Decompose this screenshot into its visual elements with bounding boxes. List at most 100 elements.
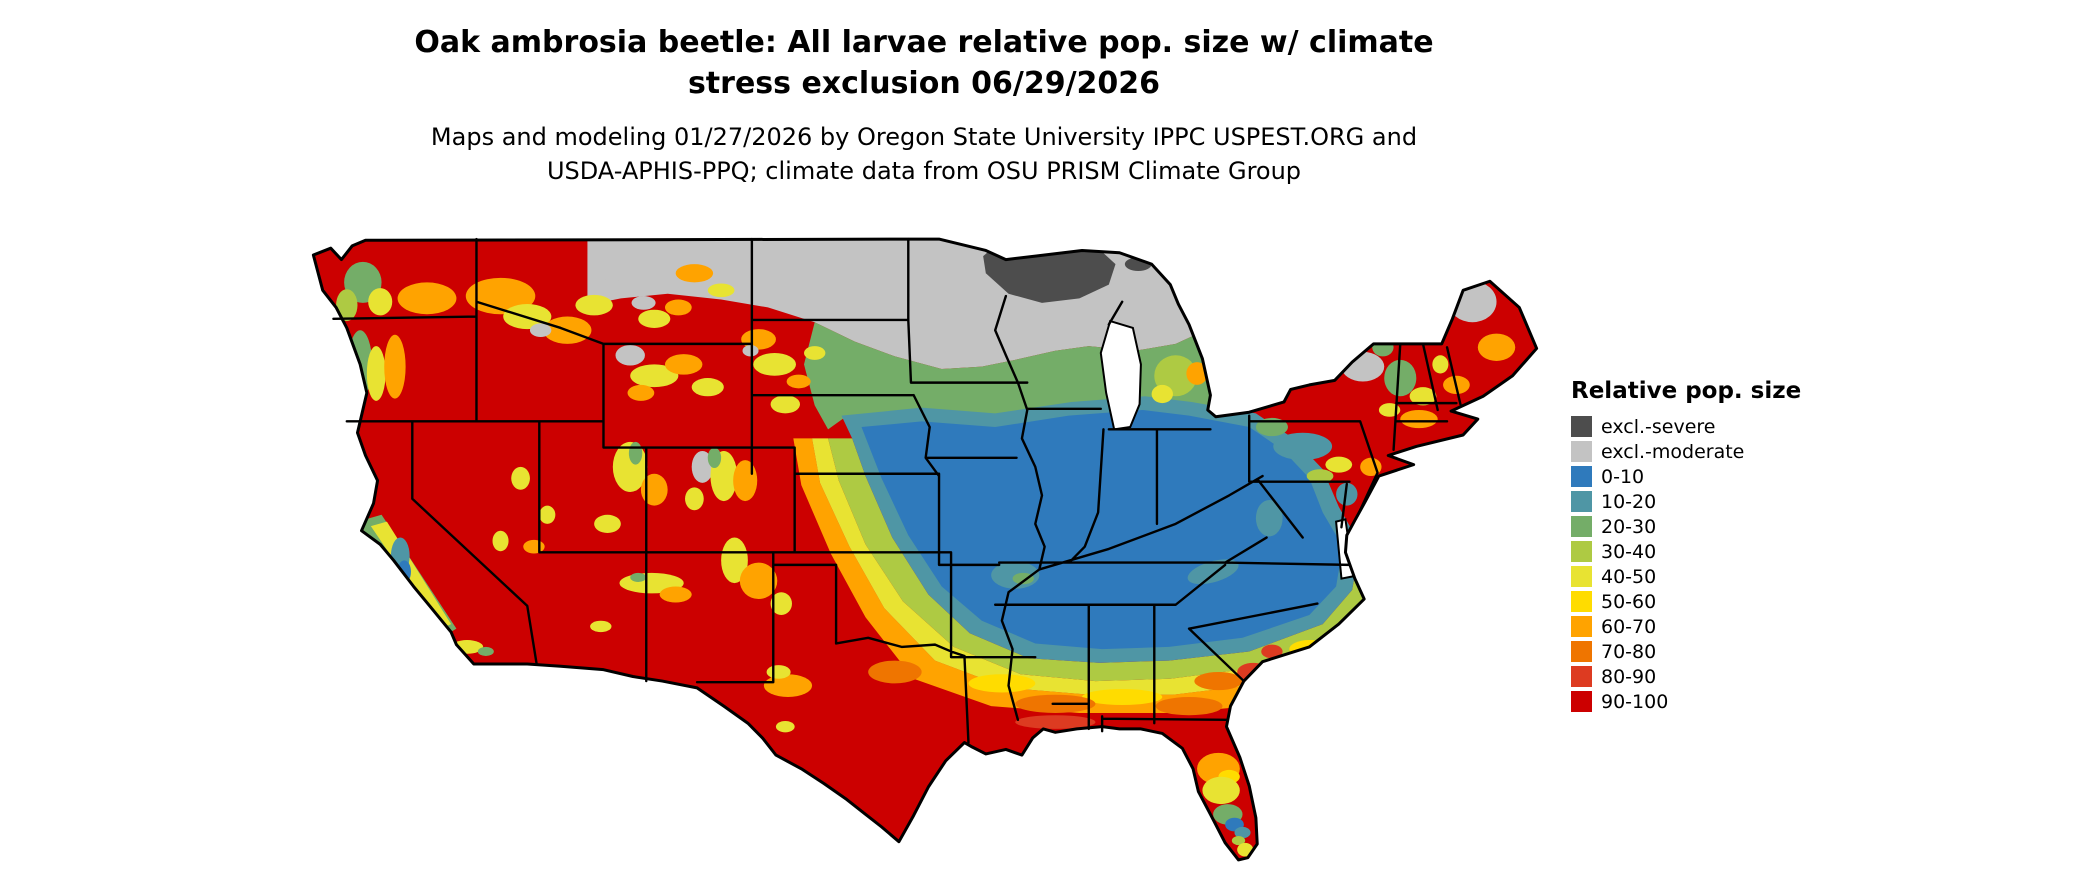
fill-west-patch bbox=[804, 346, 826, 360]
fill-west-patch bbox=[539, 505, 556, 524]
legend-label: 60-70 bbox=[1601, 615, 1657, 638]
map-subtitle-line2: USDA-APHIS-PPQ; climate data from OSU PR… bbox=[546, 157, 1302, 185]
legend-label: 20-30 bbox=[1601, 515, 1657, 538]
fill-northeast-patch bbox=[1400, 409, 1438, 429]
map-subtitle: Maps and modeling 01/27/2026 by Oregon S… bbox=[124, 120, 1724, 188]
fill-redorange-patch bbox=[1261, 644, 1283, 659]
fill-west-patch bbox=[575, 294, 613, 316]
fill-west-patch bbox=[397, 282, 457, 315]
fill-west-patch bbox=[511, 466, 530, 490]
legend-label: 0-10 bbox=[1601, 465, 1645, 488]
fill-pa-patch bbox=[1273, 432, 1333, 461]
legend-swatch bbox=[1571, 566, 1592, 587]
fill-redorange-patch bbox=[1015, 715, 1096, 729]
legend-label: excl.-moderate bbox=[1601, 440, 1745, 463]
fill-west-patch bbox=[640, 473, 668, 506]
fill-gold-patch bbox=[1082, 689, 1163, 705]
fill-west-patch bbox=[675, 264, 714, 283]
fill-pa-patch bbox=[1306, 469, 1334, 483]
fill-northeast-patch bbox=[1409, 387, 1437, 406]
fill-west-patch bbox=[766, 665, 791, 679]
map-title: Oak ambrosia beetle: All larvae relative… bbox=[124, 22, 1724, 104]
legend-swatch bbox=[1571, 591, 1592, 612]
fill-darkorange-patch bbox=[868, 660, 922, 684]
legend-swatch bbox=[1571, 641, 1592, 662]
legend-swatch bbox=[1571, 441, 1592, 462]
legend-label: 30-40 bbox=[1601, 540, 1657, 563]
lake-michigan bbox=[1101, 321, 1141, 429]
legend-swatch bbox=[1571, 416, 1592, 437]
legend-swatch bbox=[1571, 491, 1592, 512]
legend-row: 80-90 bbox=[1571, 664, 1801, 689]
legend-swatch bbox=[1571, 466, 1592, 487]
fill-west-patch bbox=[707, 447, 722, 469]
legend-label: 90-100 bbox=[1601, 690, 1669, 713]
fill-ca-coast-yellow bbox=[370, 521, 452, 629]
fill-west-patch bbox=[615, 345, 645, 366]
legend-swatch bbox=[1571, 516, 1592, 537]
fill-west-patch bbox=[627, 384, 655, 401]
map-title-line2: stress exclusion 06/29/2026 bbox=[687, 66, 1161, 101]
fill-blue-core bbox=[861, 409, 1343, 650]
fill-west-patch bbox=[628, 441, 643, 465]
fill-darkorange-patch bbox=[1155, 697, 1223, 716]
fill-west-patch bbox=[336, 289, 358, 322]
fill-west-patch bbox=[707, 283, 735, 298]
fill-west-patch bbox=[594, 514, 621, 533]
legend-swatch bbox=[1571, 616, 1592, 637]
map-subtitle-line1: Maps and modeling 01/27/2026 by Oregon S… bbox=[430, 123, 1418, 151]
legend-swatch bbox=[1571, 541, 1592, 562]
fill-west-patch bbox=[763, 674, 813, 698]
map-fill-layer bbox=[313, 239, 1537, 860]
map-title-line1: Oak ambrosia beetle: All larvae relative… bbox=[414, 25, 1434, 60]
fill-west-patch bbox=[753, 353, 796, 376]
fill-west-patch bbox=[742, 345, 759, 357]
legend-row: 70-80 bbox=[1571, 639, 1801, 664]
legend-title: Relative pop. size bbox=[1571, 378, 1802, 404]
fill-west-patch bbox=[366, 346, 386, 401]
fill-west-patch bbox=[770, 592, 792, 615]
fill-west-patch bbox=[630, 364, 679, 388]
fill-west-patch bbox=[691, 378, 724, 397]
fill-west-patch bbox=[368, 288, 393, 316]
fill-west-patch bbox=[598, 278, 625, 295]
legend-label: 10-20 bbox=[1601, 490, 1657, 513]
fill-west-patch bbox=[733, 460, 758, 502]
fill-northeast-patch bbox=[1384, 359, 1417, 397]
fill-west-patch bbox=[775, 720, 795, 733]
fill-west-patch bbox=[630, 572, 647, 582]
legend-swatch bbox=[1571, 691, 1592, 712]
fill-florida-patch bbox=[1234, 826, 1251, 839]
legend-row: 30-40 bbox=[1571, 539, 1801, 564]
fill-michigan-patch bbox=[1151, 384, 1173, 404]
fill-delmarva-patch bbox=[1336, 482, 1358, 506]
legend-row: 40-50 bbox=[1571, 564, 1801, 589]
fill-west-patch bbox=[384, 334, 406, 399]
fill-michigan-patch bbox=[1186, 362, 1208, 385]
legend-label: 80-90 bbox=[1601, 665, 1657, 688]
us-map-svg bbox=[300, 222, 1550, 877]
fill-west-patch bbox=[664, 299, 692, 316]
fill-west-patch bbox=[786, 374, 811, 389]
fill-northeast-patch bbox=[1432, 355, 1449, 374]
legend-row: 10-20 bbox=[1571, 489, 1801, 514]
fill-west-patch bbox=[631, 296, 656, 310]
fill-gold-patch bbox=[968, 674, 1036, 693]
us-outline bbox=[313, 239, 1536, 860]
legend: Relative pop. size excl.-severe excl.-mod… bbox=[1571, 378, 1801, 714]
fill-west-patch bbox=[492, 530, 509, 552]
legend-row: 20-30 bbox=[1571, 514, 1801, 539]
fill-west-patch bbox=[685, 487, 704, 511]
legend-row: excl.-moderate bbox=[1571, 439, 1801, 464]
legend-swatch bbox=[1571, 666, 1592, 687]
fill-darkorange-patch bbox=[1194, 671, 1243, 691]
fill-west-patch bbox=[770, 395, 800, 414]
fill-florida-patch bbox=[1202, 776, 1240, 805]
legend-row: 50-60 bbox=[1571, 589, 1801, 614]
legend-label: 70-80 bbox=[1601, 640, 1657, 663]
fill-west-patch bbox=[664, 354, 703, 375]
fill-west-patch bbox=[590, 620, 612, 633]
fill-west-patch bbox=[529, 323, 552, 338]
fill-west-patch bbox=[739, 562, 778, 600]
